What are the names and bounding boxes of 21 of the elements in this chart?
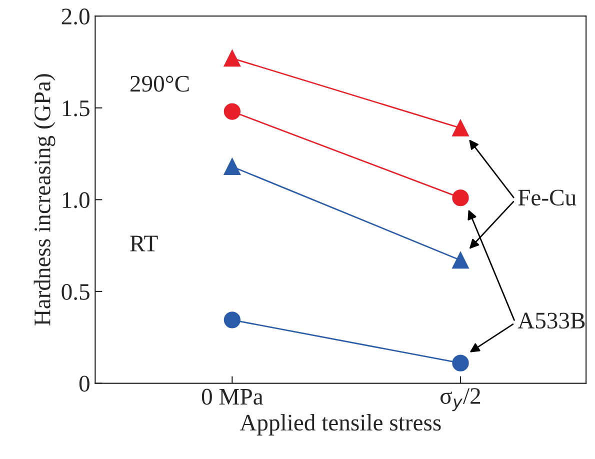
point xyxy=(224,50,241,67)
point xyxy=(224,312,241,328)
y-tick-label: 0 xyxy=(79,376,90,392)
annotation: Fe-Cu xyxy=(518,190,576,206)
y-axis-title: Hardness increasing (GPa) xyxy=(34,74,56,326)
y-tick-label: 1.0 xyxy=(62,192,90,208)
point xyxy=(452,252,469,269)
annotation: 290°C xyxy=(130,76,189,92)
point xyxy=(224,158,241,175)
x-tick-label: 0 MPa xyxy=(202,388,264,405)
point xyxy=(452,354,469,372)
x-tick-label: σ$_{y}$/2 xyxy=(440,388,480,412)
point xyxy=(452,120,469,136)
y-tick-label: 1.5 xyxy=(62,100,90,116)
x-axis-title: Applied tensile stress xyxy=(240,414,441,436)
y-tick-label: 0.5 xyxy=(62,284,90,300)
point xyxy=(224,103,241,120)
y-tick-label: 2.0 xyxy=(62,8,90,25)
annotation: A533B xyxy=(518,312,585,329)
annotation: RT xyxy=(130,236,158,252)
point xyxy=(452,189,469,206)
